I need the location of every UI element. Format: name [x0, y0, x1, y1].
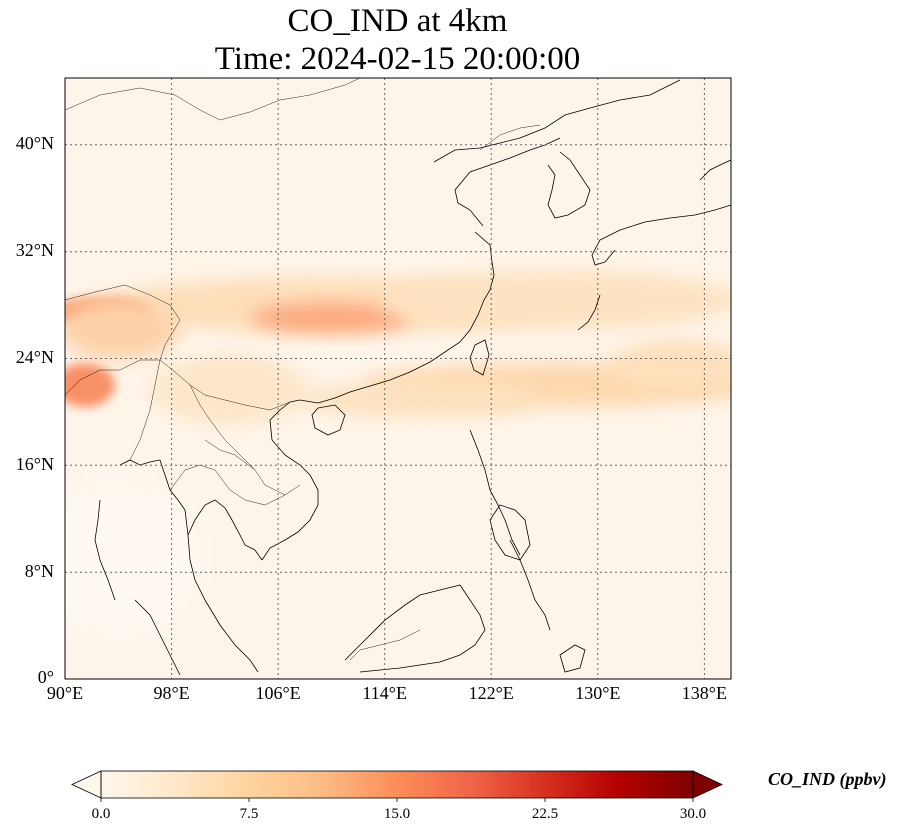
- ytick-label: 40°N: [15, 133, 54, 153]
- colorbar-extend-low: [71, 770, 102, 799]
- xtick-label: 106°E: [255, 683, 301, 703]
- colorbar-tick-label: 7.5: [239, 806, 259, 822]
- colorbar-tick-label: 15.0: [383, 806, 411, 822]
- ytick-label: 32°N: [15, 240, 54, 260]
- chart-subtitle-time: Time: 2024-02-15 20:00:00: [214, 41, 581, 77]
- coastlines: [94, 79, 731, 676]
- xtick-label: 138°E: [681, 683, 727, 703]
- xtick-label: 130°E: [575, 683, 621, 703]
- ytick-label: 24°N: [15, 347, 54, 367]
- concentration-field: [65, 78, 731, 679]
- country-borders: [65, 78, 541, 661]
- colorbar: [71, 770, 723, 802]
- xtick-label: 122°E: [468, 683, 514, 703]
- colorbar-tick-label: 0.0: [91, 806, 111, 822]
- ytick-label: 16°N: [15, 454, 54, 474]
- colorbar-tick-label: 30.0: [679, 806, 707, 822]
- ytick-label: 0°: [37, 667, 54, 687]
- xtick-label: 114°E: [362, 683, 407, 703]
- map-frame: [64, 77, 732, 680]
- colorbar-label: CO_IND (ppbv): [768, 769, 887, 789]
- colorbar-gradient: [101, 771, 693, 798]
- ytick-label: 8°N: [24, 561, 54, 581]
- xtick-label: 98°E: [153, 683, 190, 703]
- chart-title: CO_IND at 4km: [287, 3, 508, 39]
- map-gridlines: [65, 78, 731, 679]
- xtick-label: 90°E: [46, 683, 84, 703]
- colorbar-tick-label: 22.5: [531, 806, 559, 822]
- colorbar-extend-high: [692, 770, 723, 799]
